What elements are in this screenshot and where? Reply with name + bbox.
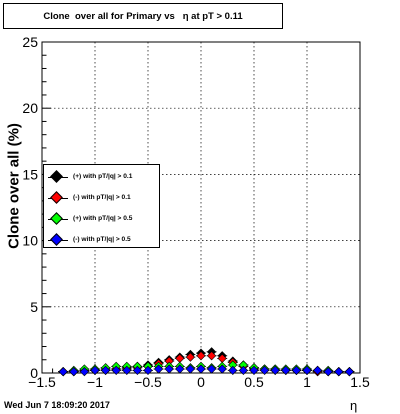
data-point (238, 365, 249, 375)
y-tick-label: 0 (30, 365, 38, 381)
x-tick-label: −1 (87, 374, 103, 390)
data-point (153, 364, 164, 374)
x-tick-label: 1.5 (350, 374, 370, 390)
data-point (259, 365, 270, 375)
y-tick-label: 20 (22, 100, 38, 116)
x-tick-label: 1 (303, 374, 311, 390)
series-2 (58, 351, 355, 377)
data-point (249, 365, 259, 375)
legend-label: (-) with pT/|q| > 0.1 (73, 194, 131, 201)
timestamp-footer: Wed Jun 7 18:09:20 2017 (4, 400, 110, 410)
data-point (185, 352, 196, 362)
x-tick-label: −1.5 (28, 374, 56, 390)
y-tick-label: 25 (22, 34, 38, 50)
legend-entry-3: (+) with pT/|q| > 0.5 (44, 212, 159, 228)
legend-label: (+) with pT/|q| > 0.1 (73, 173, 133, 180)
data-point (291, 365, 302, 375)
data-point (206, 351, 217, 361)
legend-marker-green (50, 212, 63, 225)
legend-marker-black (50, 170, 63, 183)
data-point (312, 365, 323, 375)
x-axis-label: η (350, 398, 358, 413)
data-point (344, 367, 355, 377)
series-4 (58, 364, 355, 377)
data-point (270, 365, 280, 375)
data-point (164, 364, 174, 374)
data-point (217, 364, 227, 374)
legend: (+) with pT/|q| > 0.1 (-) with pT/|q| > … (43, 164, 160, 248)
data-point (228, 365, 238, 375)
x-tick-label: −0.5 (134, 374, 162, 390)
data-point (132, 365, 143, 375)
legend-marker-blue (50, 233, 63, 246)
data-point (196, 364, 206, 374)
y-tick-label: 10 (22, 233, 38, 249)
data-point (143, 365, 153, 375)
tick-labels: −1.5 −1 −0.5 0 0.5 1 1.5 0 5 10 15 20 25 (22, 34, 370, 390)
legend-label: (+) with pT/|q| > 0.5 (73, 215, 133, 222)
chart-title: Clone over all for Primary vs η at pT > … (3, 3, 283, 29)
data-point (90, 365, 100, 375)
y-axis-label: Clone over all (%) (5, 123, 23, 249)
data-point (122, 365, 132, 375)
legend-label: (-) with pT/|q| > 0.5 (73, 236, 131, 243)
data-series (58, 347, 355, 377)
data-point (175, 364, 185, 374)
data-point (323, 367, 333, 377)
legend-marker-red (50, 191, 63, 204)
data-point (58, 367, 68, 377)
data-point (302, 365, 312, 375)
x-tick-label: 0.5 (244, 374, 264, 390)
data-point (69, 367, 79, 377)
data-point (196, 351, 206, 361)
data-point (79, 367, 90, 377)
x-tick-label: 0 (197, 374, 205, 390)
data-point (206, 364, 217, 374)
legend-entry-2: (-) with pT/|q| > 0.1 (44, 191, 159, 207)
data-point (281, 365, 291, 375)
data-point (111, 365, 121, 375)
legend-entry-4: (-) with pT/|q| > 0.5 (44, 233, 159, 249)
data-point (334, 367, 344, 377)
legend-entry-1: (+) with pT/|q| > 0.1 (44, 170, 159, 186)
data-point (100, 365, 111, 375)
y-tick-label: 5 (30, 299, 38, 315)
data-point (185, 364, 196, 374)
y-tick-label: 15 (22, 166, 38, 182)
